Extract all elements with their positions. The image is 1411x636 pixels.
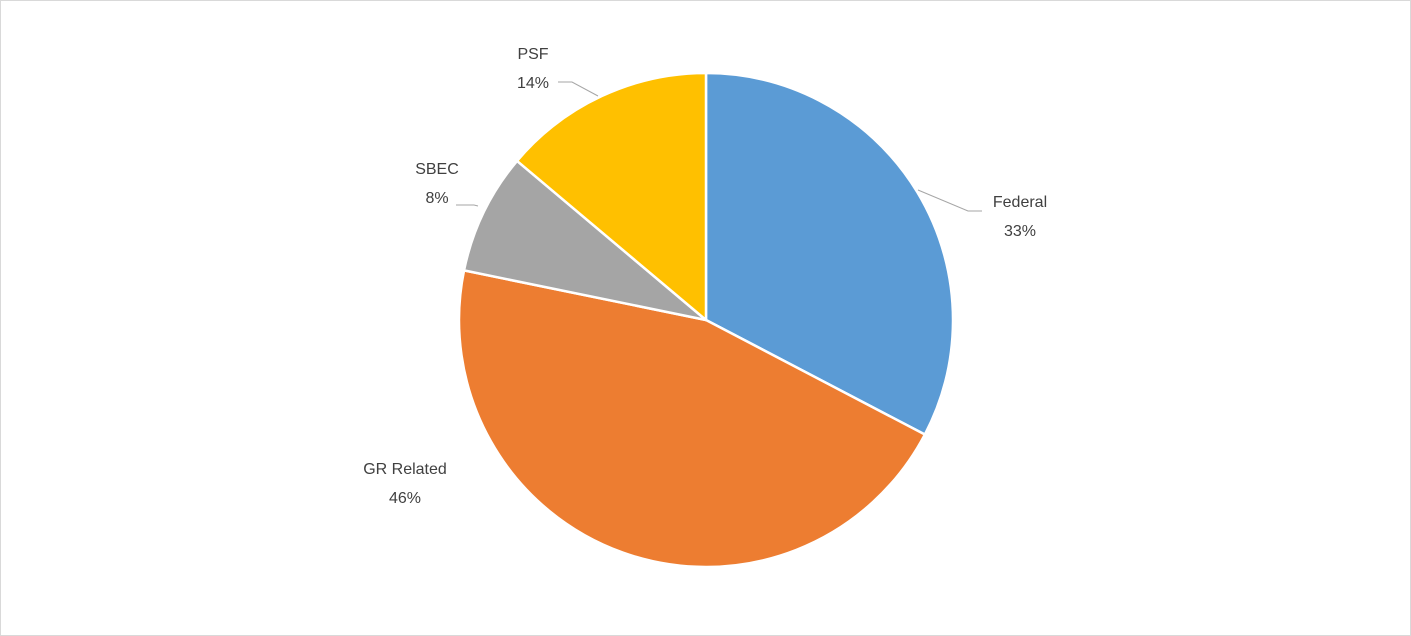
data-label-value: 46% (389, 490, 421, 507)
data-label-value: 14% (517, 75, 549, 92)
leader-line (456, 204, 479, 207)
data-label-name: Federal (993, 194, 1047, 211)
data-label-value: 8% (425, 190, 448, 207)
data-label-name: GR Related (363, 461, 447, 478)
pie-slice (462, 159, 708, 322)
leader-line (558, 81, 599, 97)
data-label-name: PSF (517, 46, 548, 63)
pie-slice (457, 269, 927, 569)
pie-slice (515, 71, 708, 322)
leader-line (917, 189, 982, 212)
pie-slice (704, 71, 955, 436)
data-label-name: SBEC (415, 161, 459, 178)
data-label-value: 33% (1004, 223, 1036, 240)
